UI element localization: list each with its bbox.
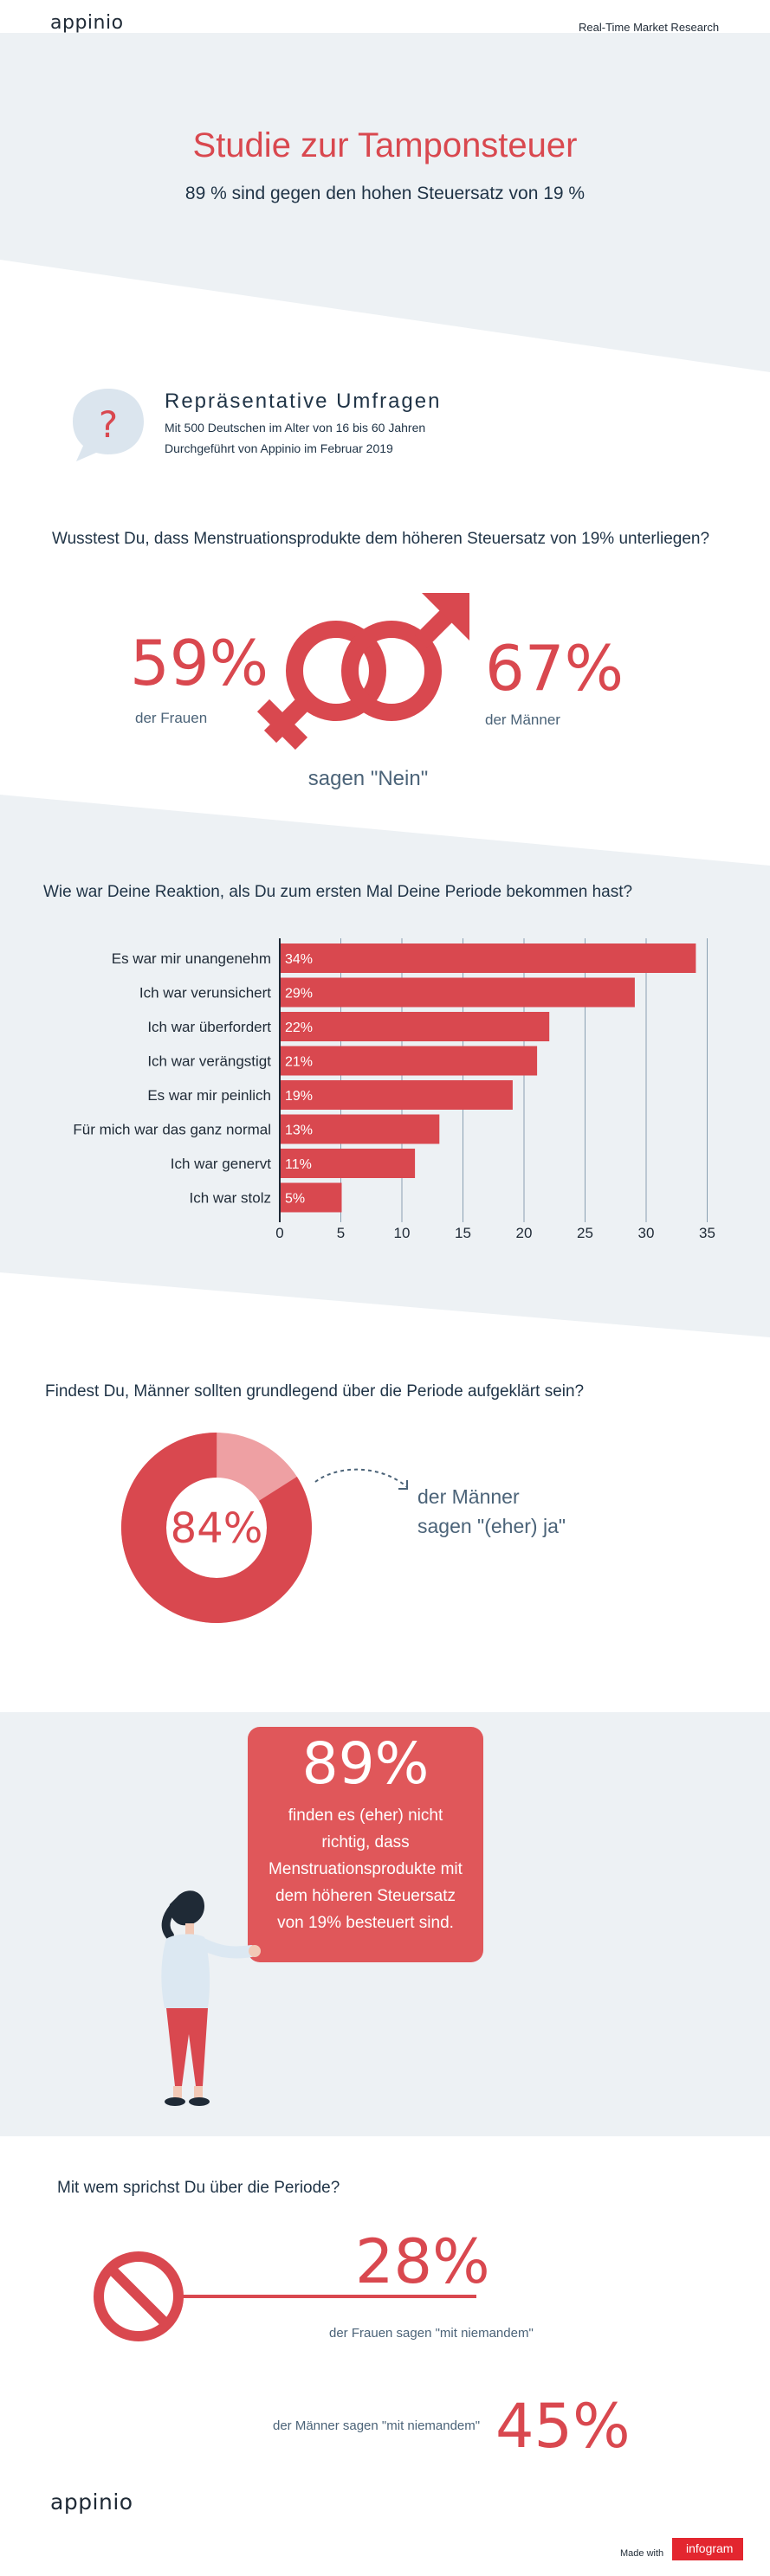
- women-percentage: 59%: [130, 627, 269, 699]
- category-label: Für mich war das ganz normal: [73, 1122, 271, 1138]
- question-3: Findest Du, Männer sollten grundlegend ü…: [45, 1382, 585, 1401]
- bar-value-label: 13%: [285, 1124, 313, 1138]
- category-label: Ich war verängstigt: [147, 1053, 271, 1070]
- category-label: Ich war verunsichert: [139, 985, 271, 1001]
- category-label: Ich war genervt: [171, 1156, 271, 1172]
- footer-logo[interactable]: appinio: [50, 2489, 133, 2515]
- question-4: Mit wem sprichst Du über die Periode?: [57, 2179, 340, 2197]
- x-tick-label: 30: [638, 1225, 655, 1241]
- donut-percentage: 84%: [171, 1504, 263, 1553]
- bar: [281, 943, 696, 973]
- x-tick-label: 35: [699, 1225, 715, 1241]
- header-logo[interactable]: appinio: [50, 12, 124, 34]
- donut-chart: 84%: [121, 1433, 312, 1623]
- dotted-arrow-icon: [314, 1468, 408, 1490]
- category-label: Es war mir unangenehm: [112, 950, 271, 967]
- survey-heading: Repräsentative Umfragen: [165, 390, 442, 413]
- donut-label-2: sagen "(eher) ja": [417, 1515, 566, 1537]
- x-tick-label: 20: [516, 1225, 533, 1241]
- survey-line-1: Mit 500 Deutschen im Alter von 16 bis 60…: [165, 421, 426, 435]
- women-nobody-label: der Frauen sagen "mit niemandem": [329, 2326, 534, 2341]
- bar-value-label: 34%: [285, 952, 313, 967]
- bar-value-label: 29%: [285, 987, 313, 1001]
- bar: [281, 1046, 538, 1076]
- question-bubble-icon: ?: [73, 389, 144, 461]
- infogram-badge[interactable]: infogram: [672, 2538, 744, 2560]
- answer-label: sagen "Nein": [307, 767, 429, 790]
- x-tick-label: 5: [337, 1225, 345, 1241]
- page-subtitle: 89 % sind gegen den hohen Steuersatz von…: [184, 184, 586, 203]
- svg-text:?: ?: [99, 403, 118, 446]
- women-nobody-percentage: 28%: [355, 2226, 490, 2297]
- men-percentage: 67%: [485, 632, 624, 705]
- bar: [281, 977, 635, 1008]
- gender-symbols-icon: [256, 593, 469, 750]
- card-text: finden es (eher) nicht richtig, dass Men…: [269, 1806, 463, 1932]
- men-nobody-label: der Männer sagen "mit niemandem": [273, 2418, 481, 2433]
- no-sign-icon: [94, 2251, 476, 2341]
- men-nobody-percentage: 45%: [495, 2391, 631, 2462]
- women-label: der Frauen: [135, 710, 208, 726]
- header-tagline: Real-Time Market Research: [579, 21, 720, 34]
- bar-value-label: 22%: [285, 1021, 313, 1035]
- donut-value-arc: [121, 1433, 312, 1623]
- stat-card: 89% finden es (eher) nicht richtig, dass…: [248, 1727, 483, 1962]
- bar: [281, 1012, 550, 1041]
- reaction-bar-chart: 0 5 10 15 20 25 30 35 34% Es war mir unangenehm 29…: [73, 938, 715, 1241]
- woman-illustration: [161, 1890, 261, 2106]
- bar-value-label: 21%: [285, 1055, 313, 1070]
- bar: [281, 1080, 513, 1110]
- x-tick-label: 25: [577, 1225, 593, 1241]
- made-with-label: Made with: [620, 2548, 664, 2559]
- survey-line-2: Durchgeführt von Appinio im Februar 2019: [165, 441, 393, 455]
- bar-value-label: 5%: [285, 1192, 305, 1207]
- card-percentage: 89%: [301, 1730, 430, 1797]
- x-tick-label: 0: [275, 1225, 283, 1241]
- men-label: der Männer: [485, 712, 560, 728]
- question-1: Wusstest Du, dass Menstruationsprodukte …: [52, 530, 710, 548]
- category-label: Ich war überfordert: [147, 1019, 271, 1035]
- category-label: Es war mir peinlich: [147, 1087, 271, 1104]
- bar-value-label: 11%: [285, 1157, 312, 1172]
- bar: [281, 1149, 416, 1178]
- page-title: Studie zur Tamponsteuer: [192, 126, 578, 164]
- donut-label-1: der Männer: [417, 1485, 520, 1508]
- bar: [281, 1182, 342, 1213]
- bar-value-label: 19%: [285, 1089, 313, 1104]
- x-tick-label: 10: [394, 1225, 411, 1241]
- category-label: Ich war stolz: [190, 1190, 271, 1207]
- question-2: Wie war Deine Reaktion, als Du zum erste…: [43, 883, 633, 901]
- bar: [281, 1114, 440, 1144]
- x-tick-label: 15: [455, 1225, 471, 1241]
